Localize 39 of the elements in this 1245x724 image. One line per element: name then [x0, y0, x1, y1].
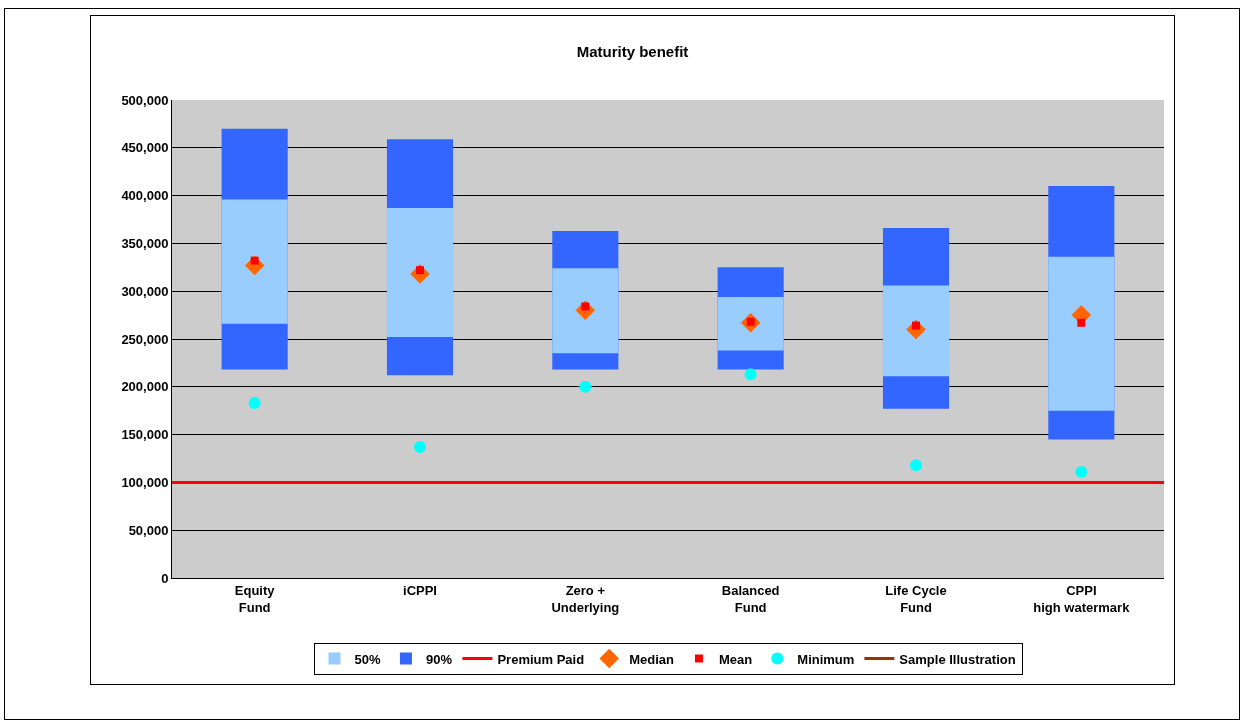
legend-label: Minimum: [797, 651, 855, 667]
y-tick-label: 50,000: [128, 522, 169, 538]
y-tick-label: 500,000: [121, 92, 169, 108]
point: [744, 368, 757, 381]
y-tick-label: 100,000: [121, 474, 169, 490]
bar: [717, 296, 784, 351]
y-tick-label: 200,000: [121, 379, 169, 395]
legend-label: Premium Paid: [497, 651, 585, 667]
legend-label: 90%: [425, 651, 453, 667]
legend-label: Sample Illustration: [899, 651, 1016, 667]
y-tick-label: 150,000: [121, 427, 169, 443]
x-tick-label: Balanced Fund: [721, 582, 780, 615]
y-tick-label: 350,000: [121, 235, 169, 251]
point: [248, 397, 261, 410]
x-tick-label: CPPI high watermark: [1033, 582, 1131, 615]
x-tick-label: Life Cycle Fund: [885, 582, 947, 615]
x-tick-label: Equity Fund: [234, 582, 276, 615]
point: [250, 256, 259, 265]
y-tick-label: 0: [161, 570, 169, 586]
bar: [386, 208, 454, 338]
point: [1077, 318, 1086, 327]
y-tick-label: 300,000: [121, 283, 169, 299]
bar: [221, 199, 288, 324]
point: [1075, 465, 1088, 478]
point: [910, 459, 922, 472]
legend-label: Mean: [719, 651, 753, 667]
x-tick-label: iCPPI: [403, 582, 437, 598]
legend-label: 50%: [354, 651, 381, 667]
bar: [552, 268, 619, 354]
y-tick-label: 400,000: [121, 188, 169, 204]
chart-title: Maturity benefit: [576, 42, 689, 60]
point: [579, 380, 592, 393]
bar: [882, 285, 950, 377]
x-tick-label: Zero + Underlying: [551, 582, 620, 615]
legend-label: Median: [629, 651, 675, 667]
bar: [1048, 256, 1115, 411]
point: [414, 441, 426, 454]
y-tick-label: 450,000: [121, 140, 169, 156]
y-tick-label: 250,000: [121, 331, 169, 347]
